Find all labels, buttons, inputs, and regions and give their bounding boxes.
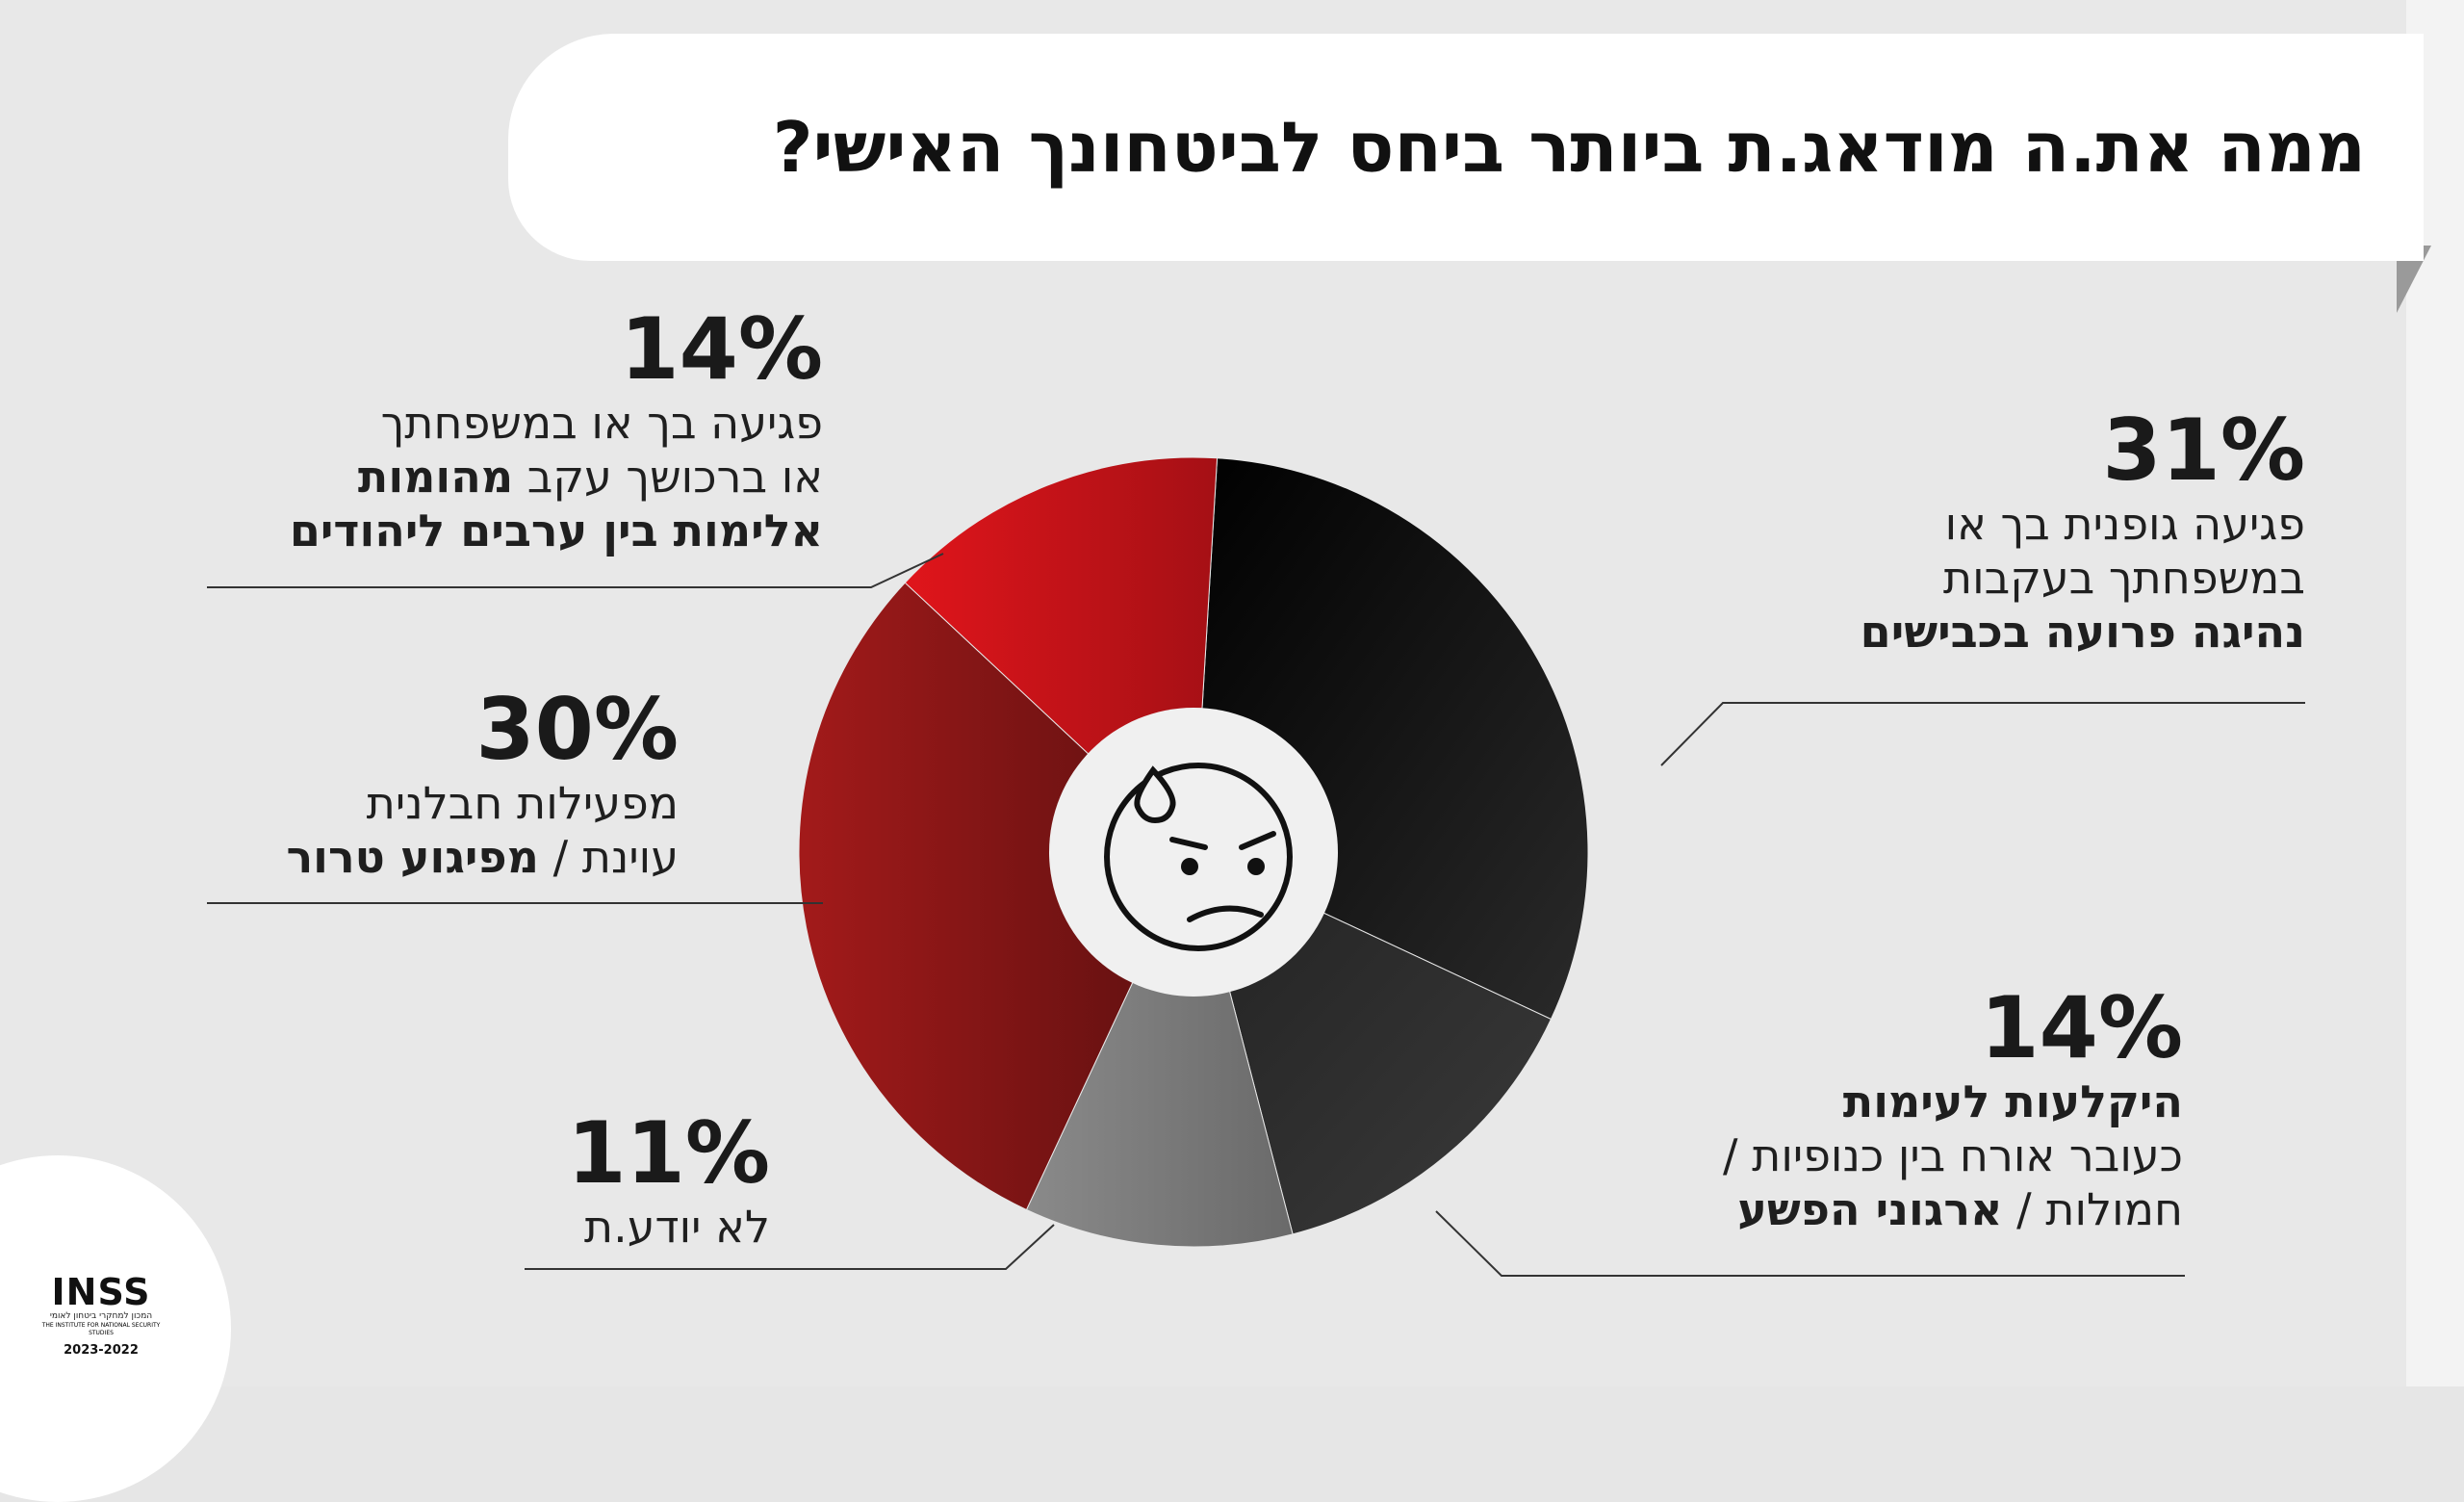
donut-chart: [207, 456, 2305, 1277]
label-14r-line3: אלימות בין ערבים ליהודים: [289, 505, 823, 557]
label-14r-line2-wrap: או ברכושך עקב מהומות: [5, 450, 823, 504]
label-14r-line3-wrap: אלימות בין ערבים ליהודים: [5, 504, 823, 557]
label-31: 31% פגיעה גופנית בך או במשפחתך בעקבות נה…: [1439, 404, 2305, 659]
leader-31: [1660, 702, 2305, 766]
logo-name: INSS: [51, 1271, 151, 1313]
slice-11-dont-know: [1025, 850, 1294, 1248]
label-14r-line2b: מהומות: [357, 451, 514, 503]
label-31-line1: פגיעה גופנית בך או: [1944, 498, 2305, 550]
label-14b-line1: היקלעות לעימות: [1842, 1075, 2183, 1127]
label-14b-line3-wrap: חמולות / ארגוני הפשע: [1317, 1182, 2183, 1236]
label-11: 11% לא יודע.ת: [289, 1107, 770, 1254]
label-14r-line2a: או ברכושך עקב: [513, 451, 823, 503]
leader-11: [525, 1224, 1055, 1270]
leader-lines: [207, 553, 2305, 1277]
label-11-line1: לא יודע.ת: [583, 1201, 770, 1253]
label-14b-line1-wrap: היקלעות לעימות: [1317, 1075, 2183, 1128]
label-30-line2b: מפיגוע טרור: [286, 831, 539, 883]
leader-14b: [1435, 1210, 2185, 1277]
label-30-line1: מפעילות חבלנית: [366, 777, 679, 829]
label-31-percent: 31%: [2102, 401, 2305, 500]
label-14r-line1: פגיעה בך או במשפחתך: [380, 397, 823, 449]
label-31-line3-wrap: נהיגה פרועה בכבישים: [1439, 605, 2305, 659]
label-31-line2: במשפחתך בעקבות: [1942, 552, 2305, 604]
inss-logo: INSS המכון למחקרי ביטחון לאומי THE INSTI…: [38, 1273, 164, 1358]
logo-subtitle-en: THE INSTITUTE FOR NATIONAL SECURITY STUD…: [41, 1322, 161, 1336]
label-14r-percent: 14%: [620, 299, 823, 399]
label-14b-line3a: חמולות /: [2002, 1183, 2183, 1235]
label-14-red: 14% פגיעה בך או במשפחתך או ברכושך עקב מה…: [5, 303, 823, 557]
label-30-percent: 30%: [475, 680, 679, 779]
label-30-line2a: עוינת /: [538, 831, 679, 883]
label-14b-line2: כעובר אורח בין כנופיות /: [1723, 1129, 2183, 1181]
title-banner: ממה את.ה מודאג.ת ביותר ביחס לביטחונך האי…: [508, 34, 2424, 261]
page-title: ממה את.ה מודאג.ת ביותר ביחס לביטחונך האי…: [772, 107, 2366, 188]
label-11-percent: 11%: [567, 1103, 770, 1203]
label-14b-percent: 14%: [1980, 978, 2183, 1077]
slice-30-terror: [798, 582, 1194, 1211]
label-30-line2-wrap: עוינת / מפיגוע טרור: [5, 830, 679, 884]
label-14b-line3b: ארגוני הפשע: [1737, 1183, 2003, 1235]
label-30: 30% מפעילות חבלנית עוינת / מפיגוע טרור: [5, 684, 679, 884]
logo-year: 2023-2022: [64, 1343, 139, 1358]
label-31-line3: נהיגה פרועה בכבישים: [1860, 606, 2305, 658]
worried-face-icon: [1104, 763, 1293, 951]
leader-14r: [207, 553, 944, 588]
label-14-black: 14% היקלעות לעימות כעובר אורח בין כנופיו…: [1317, 982, 2183, 1236]
logo-subtitle-he: המכון למחקרי ביטחון לאומי: [49, 1311, 153, 1321]
